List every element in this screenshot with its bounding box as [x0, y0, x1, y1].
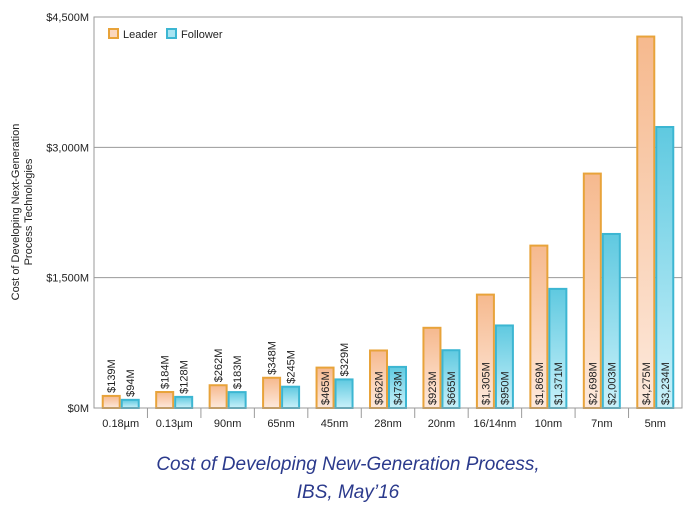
legend-swatch-follower: [166, 28, 177, 39]
bar-value-label: $329M: [339, 343, 351, 377]
x-tick-label: 28nm: [374, 418, 402, 430]
x-tick-label: 90nm: [214, 418, 242, 430]
bar-follower: [174, 395, 194, 410]
bar-value-label: $1,305M: [480, 362, 492, 405]
bar-leader: [208, 384, 228, 409]
bar-value-label: $262M: [213, 349, 225, 383]
bar-value-label: $2,698M: [587, 362, 599, 405]
y-tick-label: $4,500M: [46, 12, 89, 24]
bar-value-label: $662M: [374, 371, 386, 405]
bar-follower: [281, 385, 301, 409]
bar-value-label: $348M: [267, 341, 279, 375]
bar-value-label: $1,371M: [553, 362, 565, 405]
legend: Leader Follower: [108, 28, 223, 41]
x-tick-label: 20nm: [428, 418, 456, 430]
y-tick-label: $1,500M: [46, 273, 89, 285]
bar-value-label: $665M: [446, 371, 458, 405]
bar-value-label: $465M: [320, 371, 332, 405]
bar-value-label: $184M: [160, 355, 172, 389]
y-tick-label: $3,000M: [46, 142, 89, 154]
caption-source: IBS, May’16: [296, 482, 400, 503]
bar-leader: [262, 376, 282, 409]
bars: [101, 35, 675, 410]
x-tick-label: 45nm: [321, 418, 349, 430]
axes: $0M $1,500M $3,000M $4,500M 0.18µm 0.13µm 90nm…: [46, 12, 666, 430]
x-tick-label: 16/14nm: [474, 418, 517, 430]
x-tick-label: 10nm: [535, 418, 563, 430]
bar-value-label: $183M: [232, 355, 244, 389]
x-tick-label: 0.13µm: [156, 418, 193, 430]
bar-value-labels: $139M $94M $184M $128M $262M $183M $348M $245M $…: [106, 341, 672, 405]
bar-value-label: $923M: [427, 371, 439, 405]
bar-follower: [120, 398, 140, 410]
legend-swatch-leader: [108, 28, 119, 39]
y-axis-label-line2: Process Technologies: [23, 158, 35, 265]
bar-value-label: $473M: [393, 371, 405, 405]
x-tick-label: 0.18µm: [102, 418, 139, 430]
bar-value-label: $245M: [286, 350, 298, 384]
bar-follower: [334, 378, 354, 409]
bar-value-label: $3,234M: [660, 362, 672, 405]
x-tick-label: 5nm: [645, 418, 666, 430]
plot-area-frame: [93, 16, 683, 409]
bar-leader: [155, 391, 175, 410]
bar-value-label: $2,003M: [606, 362, 618, 405]
bar-value-label: $950M: [499, 371, 511, 405]
caption-title: Cost of Developing New-Generation Proces…: [156, 454, 540, 475]
bar-leader: [101, 394, 121, 410]
x-tick-label: 7nm: [591, 418, 612, 430]
bar-follower: [227, 391, 247, 410]
legend-label-follower: Follower: [181, 29, 223, 41]
bar-value-label: $4,275M: [641, 362, 653, 405]
y-tick-label: $0M: [68, 403, 89, 415]
bar-value-label: $139M: [106, 359, 118, 393]
legend-label-leader: Leader: [123, 29, 158, 41]
x-tick-label: 65nm: [267, 418, 295, 430]
cost-bar-chart: $139M $94M $184M $128M $262M $183M $348M $245M$…: [10, 12, 683, 430]
bar-value-label: $1,869M: [534, 362, 546, 405]
bar-leader: [636, 35, 656, 410]
bar-value-label: $128M: [179, 360, 191, 394]
bar-value-label: $94M: [125, 369, 137, 397]
y-axis-label-line1: Cost of Developing Next-Generation: [10, 124, 22, 301]
